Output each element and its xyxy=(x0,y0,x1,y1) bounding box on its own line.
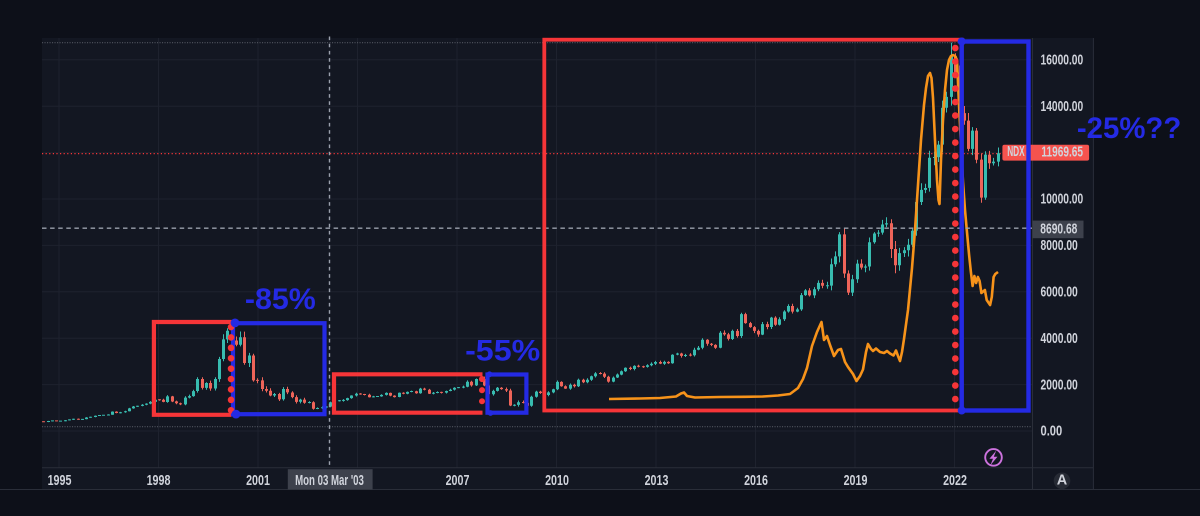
svg-text:2013: 2013 xyxy=(645,473,669,489)
svg-text:6000.00: 6000.00 xyxy=(1041,285,1078,301)
svg-text:2001: 2001 xyxy=(246,473,270,489)
svg-text:NDX: NDX xyxy=(1007,144,1025,160)
svg-text:A: A xyxy=(1057,473,1068,489)
svg-text:2007: 2007 xyxy=(446,473,470,489)
svg-text:0.00: 0.00 xyxy=(1041,424,1063,440)
svg-text:2022: 2022 xyxy=(943,473,967,489)
svg-text:2010: 2010 xyxy=(545,473,569,489)
svg-text:-55%: -55% xyxy=(465,335,540,368)
svg-text:1995: 1995 xyxy=(48,473,72,489)
svg-text:8690.68: 8690.68 xyxy=(1040,222,1077,238)
svg-text:14000.00: 14000.00 xyxy=(1041,99,1084,115)
svg-text:4000.00: 4000.00 xyxy=(1041,331,1078,347)
svg-text:10000.00: 10000.00 xyxy=(1041,192,1084,208)
svg-text:1998: 1998 xyxy=(147,473,171,489)
svg-text:2016: 2016 xyxy=(744,473,768,489)
svg-text:16000.00: 16000.00 xyxy=(1041,53,1084,69)
svg-text:Mon 03 Mar '03: Mon 03 Mar '03 xyxy=(295,473,364,489)
svg-text:-85%: -85% xyxy=(245,283,316,316)
svg-text:8000.00: 8000.00 xyxy=(1041,238,1078,254)
svg-text:-25%??: -25%?? xyxy=(1077,112,1181,145)
svg-text:2000.00: 2000.00 xyxy=(1041,377,1078,393)
svg-text:11969.65: 11969.65 xyxy=(1041,144,1083,160)
svg-text:2019: 2019 xyxy=(844,473,868,489)
